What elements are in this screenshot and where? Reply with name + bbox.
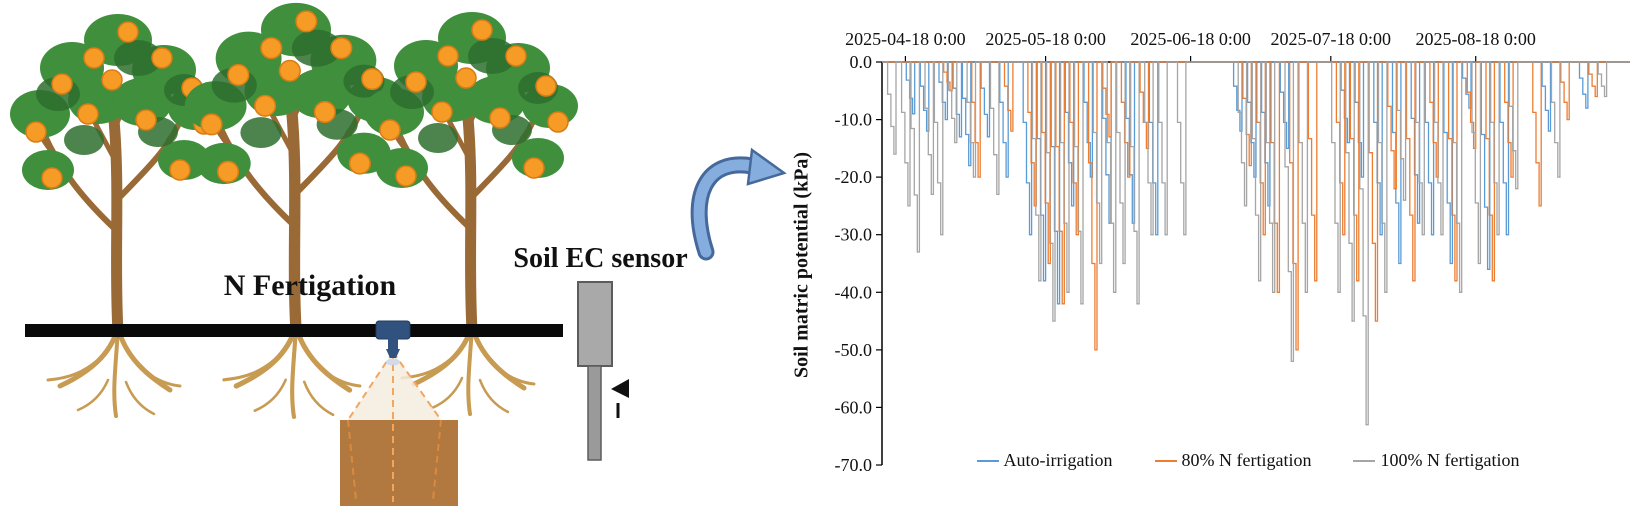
orchard-fertigation-diagram [0,0,787,506]
y-tick-label: -20.0 [835,167,873,187]
legend-line-icon [1154,459,1177,462]
legend-item-auto-irrigation: Auto-irrigation [976,450,1113,471]
legend-item-100-n-fertigation: 100% N fertigation [1353,450,1519,471]
wetting-pattern [347,351,442,502]
series-80-n-fertigation [882,61,1630,351]
flow-arrow-icon [690,147,787,261]
legend-label: 80% N fertigation [1181,450,1312,470]
x-tick-label: 2025-04-18 0:00 [845,29,966,49]
n-fertigation-label: N Fertigation [223,269,397,302]
fertigation-dripper [375,320,411,366]
soil-ec-sensor-label: Soil EC sensor [513,243,688,274]
x-tick-label: 2025-07-18 0:00 [1271,29,1392,49]
soil-wetting-block [340,420,458,506]
chart-plot-area: 2025-04-18 0:00 2025-05-18 0:00 2025-06-18… [835,29,1630,475]
y-tick-label: -10.0 [835,110,873,130]
legend-item-80-n-fertigation: 80% N fertigation [1154,450,1312,471]
legend-line-icon [976,459,999,462]
y-tick-label: -30.0 [835,225,873,245]
y-axis-title: Soil matric potential (kPa) [790,151,813,379]
soil-matric-potential-chart: 2025-04-18 0:00 2025-05-18 0:00 2025-06-18… [790,0,1639,532]
x-tick-label: 2025-08-18 0:00 [1415,29,1536,49]
soil-ec-sensor-graphic [577,281,629,461]
legend-label: 100% N fertigation [1380,450,1520,470]
x-tick-label: 2025-05-18 0:00 [985,29,1106,49]
legend-label: Auto-irrigation [1003,450,1113,470]
y-tick-label: 0.0 [850,52,873,72]
y-tick-label: -40.0 [835,282,873,302]
legend-line-icon [1353,459,1376,462]
fruit-tree [10,14,224,416]
y-tick-label: -60.0 [835,397,873,417]
x-tick-label: 2025-06-18 0:00 [1130,29,1251,49]
fruit-tree [185,3,405,417]
series-100-n-fertigation [882,61,1630,426]
chart-legend: Auto-irrigation 80% N fertigation 100% N… [948,450,1548,471]
y-tick-label: -50.0 [835,340,873,360]
y-tick-label: -70.0 [835,455,873,475]
sensor-pointer-icon [611,379,629,398]
irrigation-pipe [25,324,563,337]
